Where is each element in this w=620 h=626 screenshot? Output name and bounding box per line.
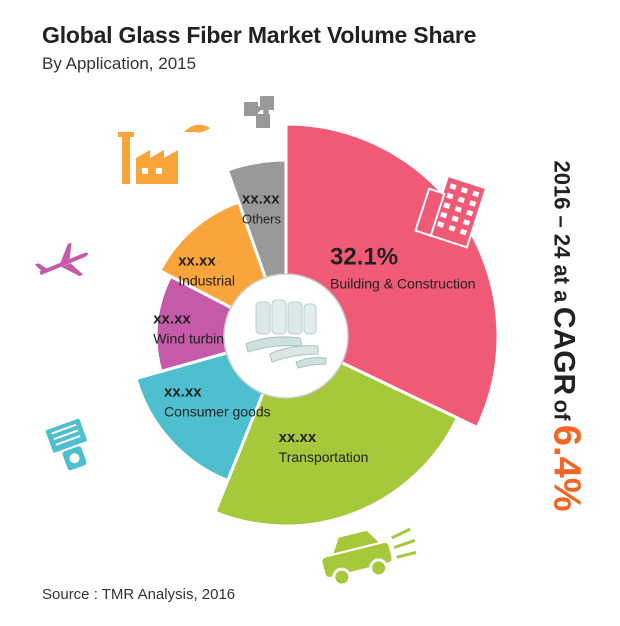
slice-name-label: Wind turbine bbox=[153, 331, 232, 347]
cagr-prefix: 2016 – 24 at a bbox=[549, 160, 575, 303]
pie-slice-wind-turbine bbox=[154, 274, 291, 374]
chart-subtitle: By Application, 2015 bbox=[42, 54, 197, 73]
car-icon bbox=[320, 527, 417, 587]
slice-value-label: xx.xx bbox=[242, 191, 280, 208]
airplane-icon bbox=[34, 242, 89, 276]
slice-name-label: Building & Construction bbox=[330, 275, 476, 291]
source-note: Source : TMR Analysis, 2016 bbox=[42, 586, 236, 603]
slice-name-label: Others bbox=[242, 212, 282, 227]
puzzle-icon bbox=[244, 96, 274, 128]
center-image bbox=[223, 273, 349, 399]
cagr-of: of bbox=[549, 399, 575, 421]
slice-name-label: Transportation bbox=[279, 449, 369, 465]
cagr-callout: 2016 – 24 at a CAGR of 6.4% bbox=[545, 161, 588, 512]
glass-fiber-spools-icon bbox=[245, 299, 327, 369]
blender-icon bbox=[43, 416, 89, 473]
chart-title: Global Glass Fiber Market Volume Share bbox=[42, 22, 477, 48]
cagr-label: CAGR bbox=[547, 306, 581, 396]
cagr-value: 6.4% bbox=[545, 424, 588, 512]
slice-labels: 32.1% Building & Construction xx.xx Transpo… bbox=[153, 191, 475, 465]
slice-name-label: Consumer goods bbox=[164, 404, 271, 420]
factory-icon bbox=[118, 124, 210, 184]
slice-value-label: 32.1% bbox=[330, 243, 398, 270]
building-icon bbox=[414, 174, 488, 249]
slice-value-label: xx.xx bbox=[153, 311, 191, 328]
slice-value-label: xx.xx bbox=[279, 429, 317, 446]
slice-icons bbox=[34, 96, 488, 587]
slice-value-label: xx.xx bbox=[164, 384, 202, 401]
slice-name-label: Industrial bbox=[178, 273, 235, 289]
slice-value-label: xx.xx bbox=[178, 253, 216, 270]
